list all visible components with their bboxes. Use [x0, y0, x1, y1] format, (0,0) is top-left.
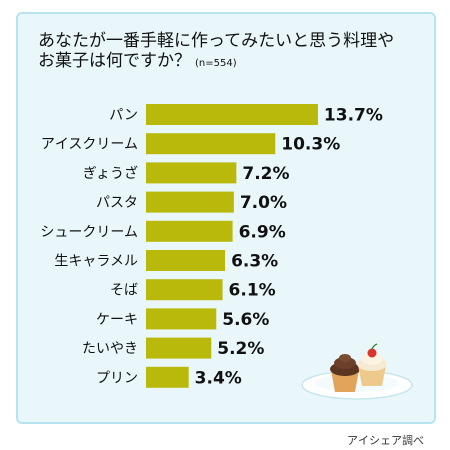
cupcakes-on-plate-icon	[301, 343, 413, 400]
category-label: シュークリーム	[40, 224, 138, 240]
bars-group: パン 13.7% アイスクリーム 10.3% ぎょうざ 7.2% パスタ 7.0% シュークリー…	[40, 104, 383, 388]
value-label: 13.7%	[324, 106, 383, 126]
bar	[146, 337, 212, 359]
title-line-1: あなたが一番手軽に作ってみたいと思う料理や	[38, 31, 395, 51]
category-label: プリン	[96, 370, 138, 386]
bar	[146, 133, 276, 155]
title-line-2: お菓子は何ですか？ (n=554)	[38, 51, 418, 74]
bar	[146, 162, 237, 184]
bar	[146, 104, 318, 125]
bar	[146, 279, 223, 301]
chart-title: あなたが一番手軽に作ってみたいと思う料理や お菓子は何ですか？ (n=554)	[38, 31, 418, 74]
category-label: たいやき	[82, 341, 138, 357]
value-label: 7.0%	[240, 193, 287, 213]
category-label: 生キャラメル	[54, 254, 138, 270]
value-label: 7.2%	[242, 164, 289, 184]
bar	[146, 308, 217, 330]
sample-size-note: (n=554)	[195, 58, 237, 69]
value-label: 6.3%	[231, 252, 278, 272]
category-label: パスタ	[96, 195, 138, 211]
value-label: 6.1%	[229, 281, 276, 301]
category-label: パン	[109, 108, 138, 124]
bar	[146, 250, 226, 271]
source-credit: アイシェア調べ	[347, 434, 424, 447]
value-label: 3.4%	[195, 368, 242, 388]
value-label: 6.9%	[239, 222, 286, 242]
category-label: ケーキ	[96, 312, 138, 328]
value-label: 5.6%	[222, 310, 269, 330]
category-label: アイスクリーム	[41, 137, 138, 153]
category-label: ぎょうざ	[83, 165, 138, 182]
value-label: 5.2%	[217, 339, 264, 359]
bar	[146, 220, 233, 242]
bar	[146, 366, 189, 388]
title-line-2-text: お菓子は何ですか？	[38, 51, 191, 71]
value-label: 10.3%	[281, 135, 340, 155]
category-label: そば	[110, 283, 138, 299]
bar	[146, 191, 234, 213]
